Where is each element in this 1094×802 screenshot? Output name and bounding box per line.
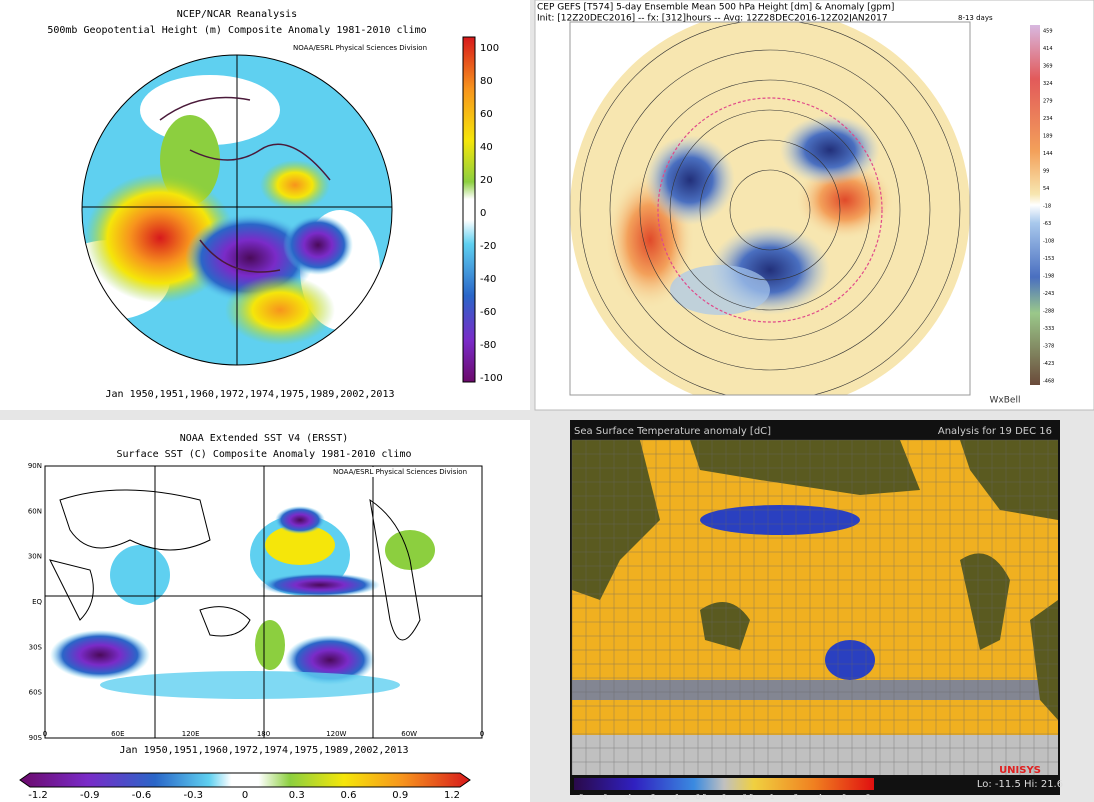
colorbar-label: -333 [1043,326,1054,332]
colorbar-label: -108 [1043,239,1054,245]
colorbar-label: 279 [1043,99,1053,105]
colorbar-label: -198 [1043,274,1054,280]
colorbar-label: 6 [842,793,847,801]
colorbar-label: 54 [1043,186,1049,192]
colorbar-label: 60 [480,109,493,120]
colorbar [574,778,874,790]
colorbar-label: -1 [673,793,680,801]
colorbar-label: 0 [722,793,726,801]
polar-map [570,22,970,395]
sst-composite-panel: NOAA Extended SST V4 (ERSST) Surface SST… [0,420,530,802]
footer: Jan 1950,1951,1960,1972,1974,1975,1989,2… [106,389,395,400]
sst-analysis-panel: Sea Surface Temperature anomaly [dC] Ana… [570,420,1063,801]
lon-label: 120W [326,730,346,738]
colorbar-label: -20 [480,241,496,252]
title: Sea Surface Temperature anomaly [dC] [574,426,771,437]
credit: NOAA/ESRL Physical Sciences Division [293,44,427,52]
brand: WxBell [990,396,1021,406]
credit: NOAA/ESRL Physical Sciences Division [333,468,467,476]
brand: UNISYS [999,765,1041,776]
colorbar-label: -80 [480,340,496,351]
range: 8-13 days [958,14,993,22]
colorbar-label: 144 [1043,151,1053,157]
colorbar [19,772,471,788]
colorbar-label: -243 [1043,291,1054,297]
lon-label: 0 [43,730,47,738]
colorbar-label: 0.6 [341,790,357,801]
colorbar-label: 80 [480,76,493,87]
colorbar-label: -1.2 [28,790,48,801]
colorbar-label: 0.5 [742,793,753,801]
colorbar-label: -468 [1043,379,1054,385]
gefs-forecast-panel: CEP GEFS [T574] 5-day Ensemble Mean 500 … [534,0,1094,411]
colorbar-label: 1 [770,793,774,801]
colorbar-label: -423 [1043,361,1054,367]
lat-label: 90N [28,462,42,470]
world-map [571,439,1058,775]
title: NOAA Extended SST V4 (ERSST) [180,433,349,444]
subtitle: 500mb Geopotential Height (m) Composite … [47,25,426,36]
colorbar [1030,25,1040,385]
polar-map [82,55,392,365]
colorbar-label: -0.6 [132,790,152,801]
colorbar-label: 0.3 [289,790,305,801]
colorbar-label: -153 [1043,256,1054,262]
lat-label: 30N [28,553,42,561]
colorbar-label: 459 [1043,29,1053,35]
range: Lo: -11.5 Hi: 21.6 [977,779,1063,790]
colorbar-label: 40 [480,142,493,153]
lon-label: 0 [480,730,484,738]
lat-label: 90S [29,734,43,742]
colorbar-label: -40 [480,274,496,285]
colorbar-label: -8 [577,793,584,801]
colorbar [462,36,476,383]
init: Init: [12Z20DEC2016] -- fx: [312]hours -… [537,14,888,24]
colorbar-label: 234 [1043,116,1053,122]
colorbar-label: 1.2 [444,790,460,801]
colorbar-label: -2 [649,793,656,801]
colorbar-label: 99 [1043,169,1049,175]
title: NCEP/NCAR Reanalysis [177,9,297,20]
lat-label: 60N [28,507,42,515]
colorbar-label: -18 [1043,204,1051,210]
lon-label: 60W [401,730,417,738]
lat-label: 30S [29,643,43,651]
colorbar-label: 369 [1043,64,1053,70]
colorbar-label: 324 [1043,81,1053,87]
colorbar-label: -0.9 [80,790,100,801]
colorbar-label: -100 [480,373,503,384]
colorbar-label: 189 [1043,134,1053,140]
colorbar-label: -6 [601,793,609,801]
colorbar-label: 4 [818,793,823,801]
lon-label: 60E [111,730,124,738]
colorbar-label: -60 [480,307,496,318]
colorbar-label: -0.3 [183,790,203,801]
colorbar-label: -4 [625,793,633,801]
colorbar-label: 100 [480,43,499,54]
colorbar-label: -63 [1043,221,1051,227]
colorbar-label: 20 [480,175,493,186]
date: Analysis for 19 DEC 16 [938,426,1052,437]
colorbar-label: 0 [480,208,486,219]
colorbar-label: 0 [242,790,248,801]
colorbar-label: -378 [1043,344,1054,350]
world-map [45,466,482,738]
lat-label: 60S [29,689,43,697]
lon-label: 180 [257,730,270,738]
subtitle: Surface SST (C) Composite Anomaly 1981-2… [116,449,411,460]
colorbar-label: 414 [1043,46,1053,52]
colorbar-label: -288 [1043,309,1054,315]
header: CEP GEFS [T574] 5-day Ensemble Mean 500 … [537,3,894,13]
colorbar-label: 0.9 [392,790,408,801]
height-composite-panel: NCEP/NCAR Reanalysis 500mb Geopotential … [0,0,530,410]
colorbar-label: 2 [794,793,798,801]
footer: Jan 1950,1951,1960,1972,1974,1975,1989,2… [120,745,409,756]
colorbar-label: -0.5 [693,793,707,801]
lon-label: 120E [182,730,200,738]
colorbar-label: 8 [866,793,870,801]
lat-label: EQ [32,598,42,606]
